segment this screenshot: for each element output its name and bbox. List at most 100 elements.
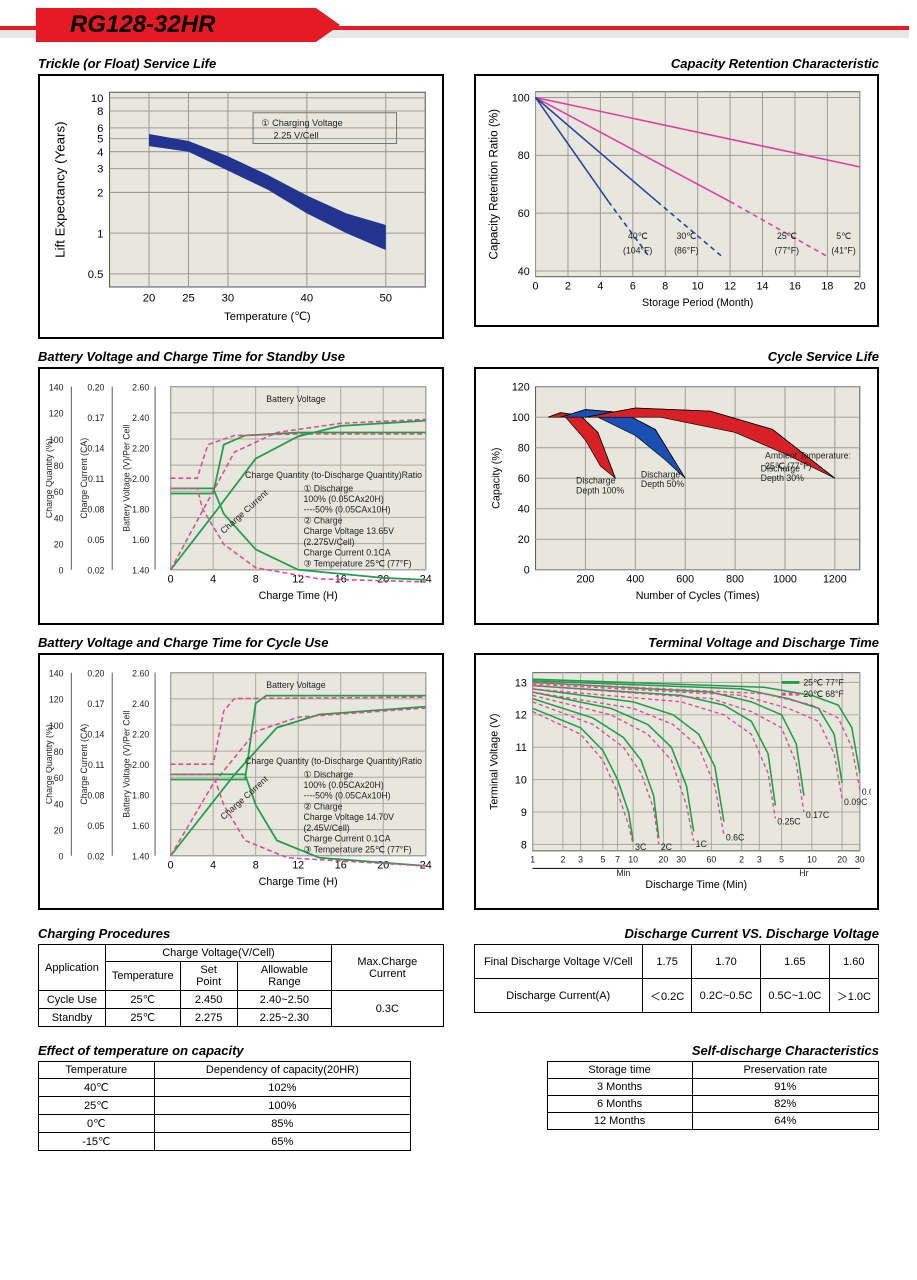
- svg-text:10: 10: [91, 93, 104, 105]
- svg-text:(104°F): (104°F): [623, 246, 652, 256]
- svg-text:0: 0: [532, 280, 538, 292]
- svg-text:40: 40: [54, 799, 64, 809]
- svg-text:(86°F): (86°F): [674, 246, 698, 256]
- svg-text:1000: 1000: [773, 573, 797, 585]
- svg-text:5: 5: [600, 854, 605, 864]
- svg-text:3: 3: [578, 854, 583, 864]
- svg-text:Discharge Time (Min): Discharge Time (Min): [645, 878, 747, 890]
- svg-text:30: 30: [222, 292, 235, 304]
- svg-text:14: 14: [756, 280, 768, 292]
- svg-text:Hr: Hr: [799, 868, 808, 878]
- svg-text:① Discharge: ① Discharge: [304, 769, 354, 779]
- svg-text:50: 50: [380, 292, 393, 304]
- svg-text:Temperature (℃): Temperature (℃): [224, 311, 311, 323]
- svg-text:40℃: 40℃: [627, 231, 647, 241]
- svg-text:25℃ 77°F: 25℃ 77°F: [803, 677, 844, 687]
- svg-text:① Charging Voltage: ① Charging Voltage: [261, 118, 343, 128]
- svg-text:Charge Current 0.1CA: Charge Current 0.1CA: [304, 548, 391, 558]
- svg-text:9: 9: [520, 806, 526, 818]
- svg-text:120: 120: [511, 382, 529, 394]
- svg-text:0.08: 0.08: [87, 505, 104, 515]
- svg-text:Lift Expectancy (Years): Lift Expectancy (Years): [52, 121, 67, 257]
- svg-text:(77°F): (77°F): [774, 246, 798, 256]
- svg-text:0.5: 0.5: [88, 269, 104, 281]
- svg-text:1.60: 1.60: [132, 821, 149, 831]
- svg-text:Battery Voltage (V)/Per Cell: Battery Voltage (V)/Per Cell: [122, 425, 132, 532]
- svg-text:8: 8: [520, 839, 526, 851]
- svg-text:0.17C: 0.17C: [805, 809, 828, 819]
- svg-text:② Charge: ② Charge: [304, 515, 343, 525]
- chart-trickle-life: Trickle (or Float) Service Life 0.512345…: [38, 52, 444, 339]
- svg-text:18: 18: [821, 280, 833, 292]
- svg-text:800: 800: [726, 573, 744, 585]
- chart-cycle-charge: Battery Voltage and Charge Time for Cycl…: [38, 631, 444, 911]
- svg-text:0.17: 0.17: [87, 413, 104, 423]
- svg-text:Charge Voltage 14.70V: Charge Voltage 14.70V: [304, 812, 395, 822]
- svg-text:(2.45V/Cell): (2.45V/Cell): [304, 822, 350, 832]
- svg-text:Charge Time (H): Charge Time (H): [259, 876, 338, 888]
- svg-text:40: 40: [517, 266, 529, 278]
- svg-text:Charge Time (H): Charge Time (H): [259, 590, 338, 602]
- svg-text:80: 80: [517, 443, 529, 455]
- svg-text:20: 20: [658, 854, 668, 864]
- svg-text:20: 20: [54, 825, 64, 835]
- svg-text:1C: 1C: [695, 839, 706, 849]
- svg-text:Terminal Voltage (V): Terminal Voltage (V): [488, 713, 500, 809]
- chart-standby-charge: Battery Voltage and Charge Time for Stan…: [38, 345, 444, 625]
- svg-text:100% (0.05CAx20H): 100% (0.05CAx20H): [304, 780, 384, 790]
- svg-text:0.6C: 0.6C: [725, 832, 743, 842]
- svg-text:Charge Quantity (to-Discharge: Charge Quantity (to-Discharge Quantity)R…: [245, 470, 422, 480]
- svg-text:16: 16: [788, 280, 800, 292]
- svg-text:1.60: 1.60: [132, 535, 149, 545]
- svg-text:Discharge: Discharge: [576, 476, 616, 486]
- svg-text:1.40: 1.40: [132, 566, 149, 576]
- svg-text:2.60: 2.60: [132, 383, 149, 393]
- svg-text:0.11: 0.11: [88, 760, 105, 770]
- svg-text:80: 80: [54, 461, 64, 471]
- svg-text:0.14: 0.14: [87, 729, 104, 739]
- svg-text:2.25 V/Cell: 2.25 V/Cell: [274, 130, 319, 140]
- svg-text:----50% (0.05CAx10H): ----50% (0.05CAx10H): [304, 505, 391, 515]
- chart-terminal-voltage: Terminal Voltage and Discharge Time 8910…: [474, 631, 880, 911]
- svg-text:80: 80: [54, 747, 64, 757]
- svg-text:③ Temperature 25℃ (77°F): ③ Temperature 25℃ (77°F): [304, 558, 412, 568]
- svg-text:2: 2: [97, 188, 103, 200]
- svg-text:60: 60: [54, 773, 64, 783]
- svg-text:Depth 100%: Depth 100%: [576, 485, 624, 495]
- svg-text:Charge Quantity (%): Charge Quantity (%): [46, 438, 54, 518]
- svg-text:Ambient Temperature:: Ambient Temperature:: [765, 450, 851, 460]
- svg-text:Capacity (%): Capacity (%): [490, 448, 502, 509]
- svg-text:0.20: 0.20: [87, 383, 104, 393]
- svg-text:Charge Current (CA): Charge Current (CA): [79, 438, 89, 519]
- svg-text:5℃: 5℃: [836, 231, 851, 241]
- svg-text:80: 80: [517, 150, 529, 162]
- svg-text:2.20: 2.20: [132, 444, 149, 454]
- svg-text:0.02: 0.02: [87, 851, 104, 861]
- svg-text:25: 25: [182, 292, 195, 304]
- svg-text:7: 7: [615, 854, 620, 864]
- svg-text:3: 3: [97, 164, 103, 176]
- svg-text:1200: 1200: [822, 573, 846, 585]
- svg-text:----50% (0.05CAx10H): ----50% (0.05CAx10H): [304, 790, 391, 800]
- svg-text:20: 20: [377, 859, 389, 871]
- svg-text:① Discharge: ① Discharge: [304, 483, 354, 493]
- svg-text:3: 3: [756, 854, 761, 864]
- svg-text:Capacity Retention Ratio (%): Capacity Retention Ratio (%): [487, 109, 500, 260]
- svg-text:20: 20: [377, 573, 389, 585]
- svg-text:Storage Period (Month): Storage Period (Month): [642, 297, 753, 309]
- svg-text:8: 8: [662, 280, 668, 292]
- svg-text:120: 120: [49, 694, 64, 704]
- svg-text:12: 12: [292, 859, 304, 871]
- svg-text:1: 1: [97, 228, 103, 240]
- svg-text:0: 0: [168, 859, 174, 871]
- svg-text:11: 11: [515, 742, 526, 754]
- table-charging-procedures: Charging Procedures Application Charge V…: [38, 922, 444, 1027]
- chart-cycle-life: Cycle Service Life 200400600800100012000…: [474, 345, 880, 625]
- svg-text:0.05: 0.05: [87, 821, 104, 831]
- svg-text:10: 10: [514, 774, 526, 786]
- svg-text:100% (0.05CAx20H): 100% (0.05CAx20H): [304, 494, 384, 504]
- svg-text:0.02: 0.02: [87, 566, 104, 576]
- svg-text:140: 140: [49, 383, 64, 393]
- svg-text:2.40: 2.40: [132, 699, 149, 709]
- svg-text:0.14: 0.14: [87, 444, 104, 454]
